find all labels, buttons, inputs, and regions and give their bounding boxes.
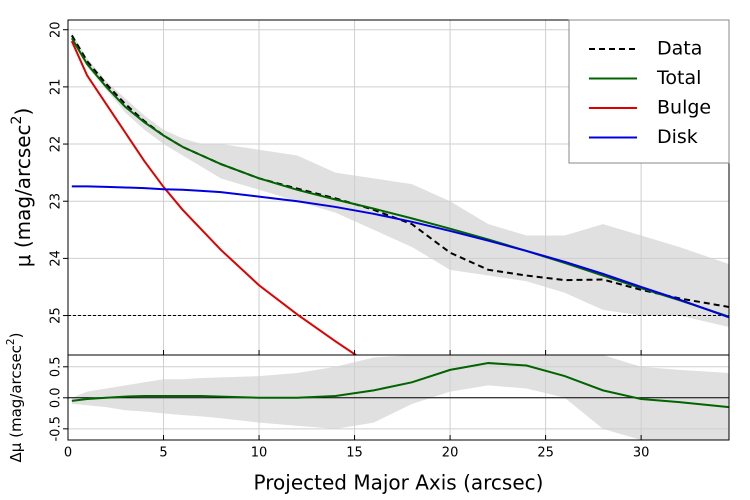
plot-area [68,20,729,355]
y-axis-label-part: Δμ (mag/arcsec [7,345,25,462]
plot-area [68,355,729,440]
series-line [71,185,729,319]
legend-label: Bulge [657,97,711,119]
y-axis-label-part: ) [11,108,35,116]
x-tick-label: 20 [442,446,459,461]
y-tick-label: 20 [49,21,64,38]
series-line [70,34,729,308]
x-tick-label: 25 [537,446,554,461]
legend-box [568,19,730,164]
legend-label: Data [657,38,702,60]
y-axis-label-part: μ (mag/arcsec [11,124,35,267]
uncertainty-band [71,32,729,327]
y-axis-label-part: 2 [9,116,25,125]
y-tick-label: 24 [49,250,64,267]
y-tick-label: 0.0 [49,387,64,408]
x-tick-label: 5 [159,446,167,461]
y-tick-label: 21 [49,79,64,96]
series-line [71,362,729,409]
y-tick-label: 23 [49,193,64,210]
x-tick-label: 0 [64,446,72,461]
x-axis-label: Projected Major Axis (arcsec) [254,471,544,495]
series-line [70,37,729,318]
y-tick-label: -0.5 [49,416,64,441]
y-tick-label: 0.5 [49,356,64,377]
legend-label: Total [656,67,701,89]
y-tick-label: 22 [49,136,64,153]
y-axis-label: μ (mag/arcsec2) [9,108,35,268]
plot-frame [67,354,730,441]
x-tick-label: 10 [251,446,268,461]
y-axis-label: Δμ (mag/arcsec2) [5,333,25,463]
legend-label: Disk [657,126,698,148]
x-tick-label: 15 [346,446,363,461]
y-axis-label-part: ) [7,333,25,339]
x-tick-label: 30 [633,446,650,461]
y-tick-label: 25 [49,307,64,324]
series-line [70,40,358,355]
y-axis-label-part: 2 [5,338,17,345]
